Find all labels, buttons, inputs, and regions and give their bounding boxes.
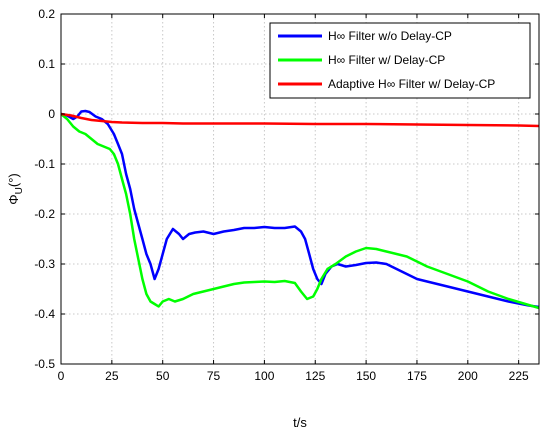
- y-tick-label: 0.1: [38, 57, 55, 71]
- plot-frame: [60, 13, 540, 365]
- x-tick-label: 0: [58, 369, 65, 383]
- x-tick-label: 150: [356, 369, 376, 383]
- series-line-1: [60, 113, 540, 310]
- x-tick-label: 50: [156, 369, 170, 383]
- y-tick-label: 0: [48, 107, 55, 121]
- x-tick-label: 75: [207, 369, 221, 383]
- x-axis-label: t/s: [293, 415, 307, 430]
- y-axis-label-main: Φ: [6, 194, 21, 204]
- x-tick-label: 175: [407, 369, 427, 383]
- legend-label-1: H∞ Filter w/ Delay-CP: [328, 53, 445, 67]
- legend: H∞ Filter w/o Delay-CP H∞ Filter w/ Dela…: [269, 22, 531, 99]
- y-axis-label: ΦU(°): [6, 173, 25, 204]
- y-tick-label: 0.2: [38, 7, 55, 21]
- y-tick-label: -0.4: [34, 307, 55, 321]
- x-tick-label: 25: [105, 369, 119, 383]
- y-axis-label-sub: U: [14, 187, 25, 194]
- x-tick-label: 225: [509, 369, 529, 383]
- svg-text:ΦU(°): ΦU(°): [6, 173, 25, 204]
- legend-label-0: H∞ Filter w/o Delay-CP: [328, 29, 452, 43]
- legend-label-2: Adaptive H∞ Filter w/ Delay-CP: [328, 77, 495, 91]
- y-tick-label: -0.2: [34, 207, 55, 221]
- axis-ticks: [60, 13, 539, 365]
- x-tick-label: 100: [254, 369, 274, 383]
- series-line-2: [60, 112, 540, 128]
- tick-labels: 0 25 50 75 100 125 150 175 200 225 0.2 0.1 0 -0.1 -0.2…: [34, 7, 529, 383]
- x-tick-label: 125: [305, 369, 325, 383]
- y-tick-label: -0.1: [34, 157, 55, 171]
- series-lines: [60, 109, 540, 310]
- x-tick-label: 200: [458, 369, 478, 383]
- series-line-0: [60, 109, 540, 309]
- y-axis-label-unit: (°): [6, 173, 21, 187]
- y-tick-label: -0.5: [34, 357, 55, 371]
- y-tick-label: -0.3: [34, 257, 55, 271]
